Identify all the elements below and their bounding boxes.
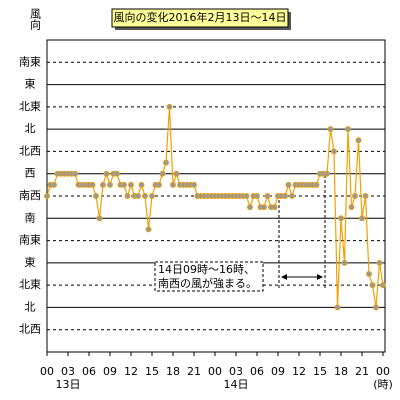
data-point [281,192,288,199]
y-tick-label: 東 [25,256,36,269]
data-point [103,170,110,177]
x-tick-label: 15 [313,365,327,378]
y-tick-label: 北東 [19,278,41,291]
data-point [72,170,79,177]
x-tick-label: 09 [271,365,285,378]
data-point [51,181,58,188]
data-point [369,282,376,289]
data-point [190,181,197,188]
data-point [243,192,250,199]
y-tick-label: 西 [25,167,36,180]
data-point [313,181,320,188]
y-tick-label: 北 [25,300,36,313]
data-point [89,181,96,188]
data-point [124,192,131,199]
data-point [93,192,100,199]
x-tick-label: 12 [292,365,306,378]
x-tick-label: 21 [187,365,201,378]
data-point [355,137,362,144]
data-point [351,192,358,199]
data-point [330,148,337,155]
data-point [285,181,292,188]
data-point [141,192,148,199]
data-point [169,181,176,188]
y-tick-label: 北西 [19,323,41,336]
x-tick-label: 00 [376,365,390,378]
data-point [288,192,295,199]
data-point [264,192,271,199]
data-point [372,304,379,311]
x-tick-label: 09 [103,365,117,378]
data-point [337,215,344,222]
x-tick-label: 03 [61,365,75,378]
y-tick-label: 東 [25,78,36,91]
annotation: 14日09時～16時、 [158,263,255,276]
day-label: 14日 [224,378,249,391]
data-point [155,181,162,188]
x-tick-label: 06 [82,365,96,378]
y-tick-label: 南東 [19,55,41,68]
data-point [100,181,107,188]
data-point [138,181,145,188]
data-point [107,181,114,188]
y-tick-label: 北西 [19,144,41,157]
x-tick-label: 06 [250,365,264,378]
data-point [379,282,386,289]
data-point [327,126,334,133]
data-point [96,215,103,222]
data-point [127,181,134,188]
x-tick-label: 18 [166,365,180,378]
x-tick-label: 21 [355,365,369,378]
data-point [271,204,278,211]
data-point [376,259,383,266]
x-tick-label: 00 [208,365,222,378]
x-tick-label: 12 [124,365,138,378]
data-point [159,170,166,177]
data-point [341,259,348,266]
data-point [348,204,355,211]
x-tick-label: 03 [229,365,243,378]
y-tick-label: 南 [25,211,36,224]
data-point [134,192,141,199]
data-point [148,192,155,199]
chart-title: 風向の変化2016年2月13日～14日 [114,10,287,24]
annotation: 南西の風が強まる。 [158,276,257,290]
y-tick-label: 北 [25,122,36,135]
x-tick-label: 15 [145,365,159,378]
data-point [121,181,128,188]
data-point [44,192,51,199]
y-tick-label: 北東 [19,100,41,113]
data-point [358,215,365,222]
y-tick-label: 南西 [19,189,41,202]
day-label: 13日 [56,378,81,391]
data-point [173,170,180,177]
data-point [260,204,267,211]
x-tick-label: 18 [334,365,348,378]
data-point [253,192,260,199]
data-point [334,304,341,311]
x-tick-label: 00 [40,365,54,378]
data-point [362,192,369,199]
data-point [344,126,351,133]
data-point [323,170,330,177]
annotation-box [154,261,264,292]
x-unit: (時) [373,378,393,391]
y-tick-label: 南東 [19,234,41,247]
title-box [111,8,289,28]
data-point [145,226,152,233]
data-point [365,270,372,277]
data-point [166,103,173,110]
data-point [162,159,169,166]
data-point [114,170,121,177]
data-point [246,204,253,211]
y-axis-title: 風向 [29,8,42,30]
